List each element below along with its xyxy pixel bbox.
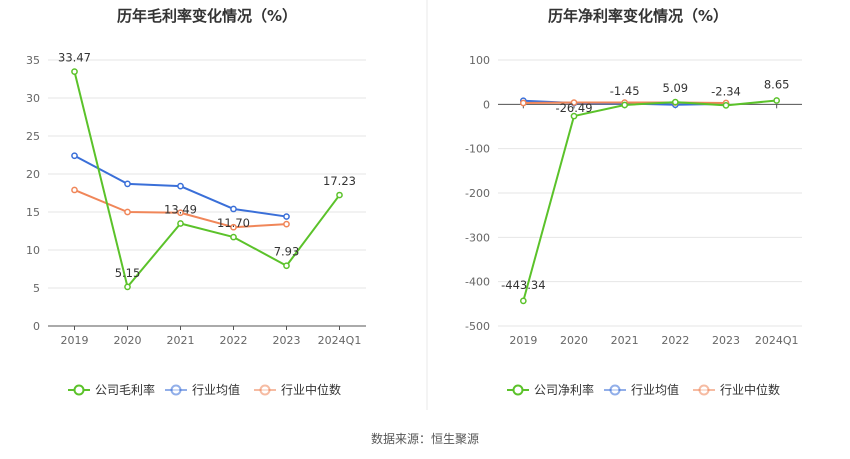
data-point <box>621 101 629 109</box>
gross-margin-chart: 历年毛利率变化情况（%） 0 5 10 15 20 25 30 35 2019 2020 2021 20… <box>26 7 366 397</box>
legend-label: 行业均值 <box>192 382 240 397</box>
data-label: -26.49 <box>555 101 592 115</box>
legend-item: 行业均值 <box>165 382 240 397</box>
legend-swatch-marker <box>512 384 524 396</box>
legend-swatch-marker <box>259 384 271 396</box>
series-line <box>522 99 777 302</box>
data-label: 33.47 <box>58 51 91 65</box>
legend-item: 行业中位数 <box>693 382 780 397</box>
y-tick-label: -100 <box>465 143 490 156</box>
data-point <box>71 186 78 194</box>
net-margin-chart: 历年净利率变化情况（%） -500 -400 -300 -200 -100 0 100 2019… <box>465 7 802 397</box>
y-tick-label: -500 <box>465 320 490 333</box>
data-point <box>177 220 184 227</box>
data-point <box>519 99 527 107</box>
data-point <box>671 98 679 106</box>
legend-swatch-marker <box>609 384 621 396</box>
data-source-note: 数据来源：恒生聚源 <box>370 432 479 446</box>
data-point <box>773 97 781 104</box>
data-point <box>283 213 290 220</box>
data-label: 5.15 <box>115 266 141 280</box>
y-tick-label: 35 <box>26 54 40 67</box>
data-label: 17.23 <box>323 174 356 188</box>
y-tick-label: 15 <box>26 206 40 219</box>
data-point <box>124 180 131 188</box>
data-point <box>230 233 237 241</box>
legend-label: 公司净利率 <box>534 382 594 397</box>
data-point <box>124 208 131 216</box>
data-point <box>283 220 290 228</box>
legend-swatch-marker <box>73 384 85 396</box>
legend-item: 行业中位数 <box>254 382 341 397</box>
data-label: -1.45 <box>610 84 640 98</box>
data-point <box>519 297 527 305</box>
x-tick-label: 2022 <box>661 334 689 347</box>
legend-item: 公司毛利率 <box>68 382 155 397</box>
y-tick-label: 100 <box>469 54 490 67</box>
x-tick-label: 2019 <box>509 334 537 347</box>
y-tick-label: 25 <box>26 130 40 143</box>
data-point <box>570 112 578 120</box>
data-point <box>283 262 290 270</box>
legend-swatch-marker <box>698 384 710 396</box>
x-tick-label: 2023 <box>712 334 740 347</box>
data-point <box>71 68 78 75</box>
x-tick-label: 2022 <box>220 334 248 347</box>
legend-label: 行业均值 <box>631 382 679 397</box>
y-tick-label: -400 <box>465 276 490 289</box>
data-point <box>722 102 730 109</box>
legend-swatch-marker <box>170 384 182 396</box>
legend-item: 行业均值 <box>604 382 679 397</box>
chart-title: 历年净利率变化情况（%） <box>548 7 728 25</box>
y-tick-label: 0 <box>33 320 40 333</box>
data-label: 7.93 <box>274 245 300 259</box>
data-label: 8.65 <box>764 77 790 91</box>
data-point <box>336 191 343 199</box>
legend-label: 行业中位数 <box>281 382 341 397</box>
y-tick-label: 5 <box>33 282 40 295</box>
chart-title: 历年毛利率变化情况（%） <box>117 7 297 25</box>
legend-item: 公司净利率 <box>507 382 594 397</box>
x-tick-label: 2019 <box>61 334 89 347</box>
data-point <box>177 209 184 217</box>
data-label: -443.34 <box>501 278 545 292</box>
y-tick-label: 20 <box>26 168 40 181</box>
series-line <box>73 71 341 288</box>
data-point <box>570 99 578 106</box>
y-tick-label: 30 <box>26 92 40 105</box>
data-label: 13.49 <box>164 202 197 216</box>
legend-label: 公司毛利率 <box>95 382 155 397</box>
data-point <box>177 182 184 190</box>
x-tick-label: 2021 <box>611 334 639 347</box>
data-label: -2.34 <box>711 84 741 98</box>
y-tick-label: 0 <box>483 98 490 111</box>
x-tick-label: 2020 <box>560 334 588 347</box>
legend-label: 行业中位数 <box>720 382 780 397</box>
x-tick-label: 2023 <box>273 334 301 347</box>
data-label: 11.70 <box>217 216 250 230</box>
data-point <box>71 152 78 160</box>
x-tick-label: 2024Q1 <box>318 334 362 347</box>
x-tick-label: 2024Q1 <box>755 334 799 347</box>
data-label: 5.09 <box>663 81 689 95</box>
x-tick-label: 2021 <box>167 334 195 347</box>
data-point <box>124 283 131 291</box>
y-tick-label: 10 <box>26 244 40 257</box>
data-point <box>230 223 237 231</box>
data-point <box>230 205 237 213</box>
x-tick-label: 2020 <box>114 334 142 347</box>
y-tick-label: -200 <box>465 187 490 200</box>
y-tick-label: -300 <box>465 231 490 244</box>
